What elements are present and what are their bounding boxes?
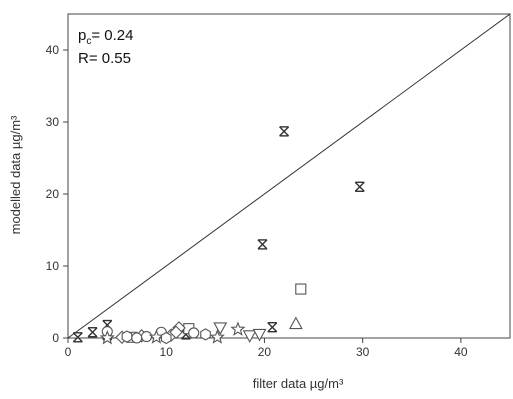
data-point-diamond xyxy=(169,325,183,340)
y-tick-label: 10 xyxy=(46,259,60,273)
x-marker-stroke xyxy=(267,322,278,333)
data-point-star xyxy=(99,329,115,345)
data-point-hexagon xyxy=(160,331,172,345)
data-point-circle xyxy=(131,332,143,344)
x-tick-label: 0 xyxy=(65,345,72,359)
data-point-x-marker xyxy=(87,327,98,338)
data-point-triangle xyxy=(288,316,303,330)
data-point-circle xyxy=(141,331,153,343)
data-point-x-marker xyxy=(267,322,278,333)
data-point-x-marker xyxy=(279,126,290,137)
x-tick-label: 40 xyxy=(454,345,468,359)
x-tick-label: 20 xyxy=(258,345,272,359)
x-marker-stroke xyxy=(354,181,365,192)
pc-annotation-main: p xyxy=(78,27,86,44)
pc-annotation: pc= 0.24 xyxy=(78,27,133,47)
r-annotation: R= 0.55 xyxy=(78,50,131,67)
y-tick-label: 20 xyxy=(46,187,60,201)
data-point-square xyxy=(295,283,307,295)
x-tick-label: 10 xyxy=(160,345,174,359)
reference-line-1to1 xyxy=(67,13,511,339)
pc-annotation-subscript: c xyxy=(86,36,91,47)
data-point-inverted-triangle xyxy=(252,328,267,342)
data-point-x-marker xyxy=(72,332,83,343)
x-marker-stroke xyxy=(279,126,290,137)
y-tick-label: 40 xyxy=(46,43,60,57)
data-point-x-marker xyxy=(257,239,268,250)
data-point-circle xyxy=(188,327,200,339)
pc-annotation-value: = 0.24 xyxy=(91,27,133,44)
data-point-hexagon xyxy=(200,328,211,341)
y-tick-label: 0 xyxy=(52,331,59,345)
plot-frame xyxy=(67,13,511,339)
x-marker-stroke xyxy=(72,332,83,343)
y-tick-label: 30 xyxy=(46,115,60,129)
data-point-hexagon xyxy=(121,330,133,343)
x-marker-stroke xyxy=(257,239,268,250)
data-point-x-marker xyxy=(354,181,365,193)
x-axis-title: filter data µg/m³ xyxy=(253,376,344,391)
data-point-star xyxy=(209,329,225,344)
data-point-star xyxy=(230,321,246,336)
x-tick-label: 30 xyxy=(356,345,370,359)
data-point-inverted-triangle xyxy=(242,330,257,343)
x-marker-stroke xyxy=(87,327,98,338)
data-point-inverted-triangle xyxy=(213,322,228,336)
y-axis-title: modelled data µg/m³ xyxy=(8,115,23,234)
